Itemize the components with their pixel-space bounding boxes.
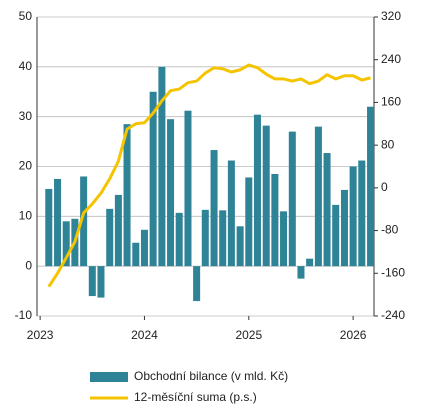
bar xyxy=(262,125,270,267)
bar xyxy=(297,266,305,279)
bar xyxy=(88,266,96,297)
bar xyxy=(340,189,348,267)
bar xyxy=(97,266,105,298)
y-tick-label: 30 xyxy=(19,109,33,123)
bar xyxy=(280,211,288,267)
bar xyxy=(106,208,114,267)
y2-tick-label: 0 xyxy=(381,180,388,194)
bar xyxy=(123,124,131,267)
x-tick-label: 2024 xyxy=(131,328,158,342)
x-tick-label: 2026 xyxy=(340,328,367,342)
bar xyxy=(201,209,209,267)
y2-tick-label: 80 xyxy=(381,137,395,151)
bar xyxy=(80,176,88,267)
bar xyxy=(367,106,375,267)
y-tick-label: 10 xyxy=(19,209,33,223)
bar xyxy=(167,119,175,267)
bar xyxy=(184,110,192,267)
y-tick-label: 20 xyxy=(19,159,33,173)
bar xyxy=(54,178,62,267)
y2-tick-label: -240 xyxy=(381,308,405,322)
y2-tick-label: 320 xyxy=(381,9,401,23)
bar xyxy=(349,166,357,267)
y2-tick-label: -160 xyxy=(381,265,405,279)
bar xyxy=(288,131,296,267)
bar xyxy=(306,258,314,267)
bar xyxy=(219,210,227,267)
legend-label: 12-měsíční suma (p.s.) xyxy=(134,390,257,404)
bar xyxy=(323,153,331,267)
legend-label: Obchodní bilance (v mld. Kč) xyxy=(134,369,288,383)
bar xyxy=(358,160,366,267)
y-tick-label: 40 xyxy=(19,59,33,73)
bar xyxy=(314,126,322,267)
bar xyxy=(132,242,140,267)
y2-tick-label: 240 xyxy=(381,52,401,66)
bar xyxy=(114,194,122,267)
x-tick-label: 2025 xyxy=(235,328,262,342)
y-tick-label: 0 xyxy=(25,258,32,272)
y2-tick-label: 160 xyxy=(381,95,401,109)
y2-tick-label: -80 xyxy=(381,223,399,237)
bar xyxy=(175,212,183,267)
bar xyxy=(271,173,279,267)
bar xyxy=(45,188,53,267)
bar xyxy=(158,66,166,267)
bar xyxy=(245,177,253,267)
y-tick-label: -10 xyxy=(15,308,33,322)
bar xyxy=(149,91,157,267)
bar xyxy=(210,150,218,267)
bar xyxy=(140,229,148,267)
legend-swatch xyxy=(90,372,128,382)
bar xyxy=(236,226,244,267)
bar xyxy=(193,266,201,302)
bar xyxy=(332,204,340,267)
bar xyxy=(227,160,235,267)
bar xyxy=(62,221,70,267)
line xyxy=(47,63,371,288)
x-tick-label: 2023 xyxy=(27,328,54,342)
y-tick-label: 50 xyxy=(19,9,33,23)
bar xyxy=(253,114,261,267)
